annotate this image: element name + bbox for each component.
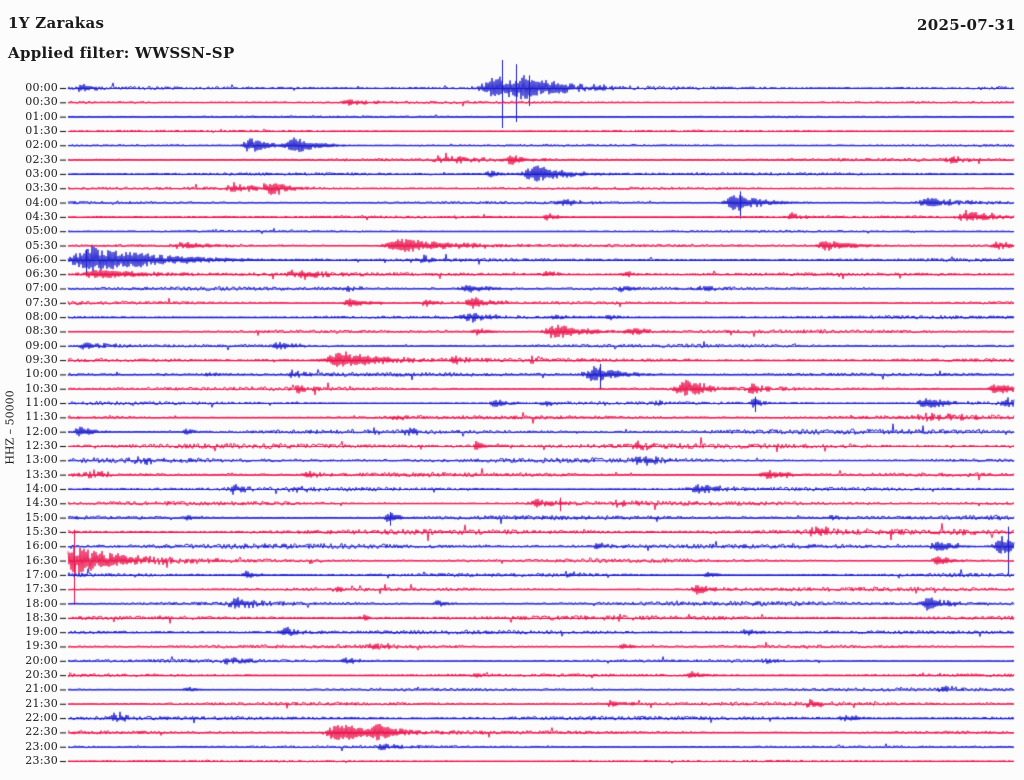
time-label: 23:30 bbox=[25, 754, 58, 768]
time-label: 09:30 bbox=[25, 353, 58, 367]
time-label: 04:00 bbox=[25, 195, 58, 209]
time-label: 08:30 bbox=[25, 324, 58, 338]
time-label: 12:00 bbox=[25, 424, 58, 438]
time-label: 21:30 bbox=[25, 696, 58, 710]
time-label: 05:00 bbox=[25, 224, 58, 238]
time-label: 13:00 bbox=[25, 453, 58, 467]
time-label: 22:30 bbox=[25, 725, 58, 739]
time-label: 06:00 bbox=[25, 252, 58, 266]
time-label: 18:30 bbox=[25, 610, 58, 624]
filter-label: Applied filter: WWSSN-SP bbox=[8, 44, 235, 62]
time-label: 17:30 bbox=[25, 582, 58, 596]
time-label: 01:30 bbox=[25, 123, 58, 137]
time-label: 21:00 bbox=[25, 682, 58, 696]
time-label: 01:00 bbox=[25, 109, 58, 123]
time-label: 07:30 bbox=[25, 295, 58, 309]
time-label: 10:30 bbox=[25, 381, 58, 395]
time-label: 10:00 bbox=[25, 367, 58, 381]
time-label: 05:30 bbox=[25, 238, 58, 252]
time-label: 15:00 bbox=[25, 510, 58, 524]
time-label: 20:30 bbox=[25, 668, 58, 682]
time-label: 03:00 bbox=[25, 166, 58, 180]
time-label: 11:30 bbox=[25, 410, 58, 424]
time-label: 18:00 bbox=[25, 596, 58, 610]
time-label: 14:00 bbox=[25, 481, 58, 495]
time-label: 02:30 bbox=[25, 152, 58, 166]
time-label: 03:30 bbox=[25, 181, 58, 195]
time-label: 08:00 bbox=[25, 310, 58, 324]
station-title: 1Y Zarakas bbox=[8, 14, 105, 32]
time-label: 12:30 bbox=[25, 439, 58, 452]
time-label: 00:30 bbox=[25, 95, 58, 109]
time-label: 20:00 bbox=[25, 653, 58, 667]
time-label: 19:30 bbox=[25, 639, 58, 653]
time-label: 22:00 bbox=[25, 711, 58, 725]
time-label: 02:00 bbox=[25, 138, 58, 152]
time-label: 16:30 bbox=[25, 553, 58, 567]
time-label: 04:30 bbox=[25, 209, 58, 223]
time-label: 07:00 bbox=[25, 281, 58, 295]
time-label: 11:00 bbox=[25, 396, 58, 410]
time-label: 09:00 bbox=[25, 338, 58, 352]
time-label: 15:30 bbox=[25, 524, 58, 538]
time-label: 14:30 bbox=[25, 496, 58, 510]
time-label: 13:30 bbox=[25, 467, 58, 481]
time-label: 19:00 bbox=[25, 625, 58, 639]
time-label: 00:00 bbox=[25, 81, 58, 94]
time-label: 16:00 bbox=[25, 539, 58, 553]
time-label: 17:00 bbox=[25, 567, 58, 581]
date-label: 2025-07-31 bbox=[917, 16, 1016, 34]
time-label: 23:00 bbox=[25, 739, 58, 753]
time-label: 06:30 bbox=[25, 267, 58, 281]
